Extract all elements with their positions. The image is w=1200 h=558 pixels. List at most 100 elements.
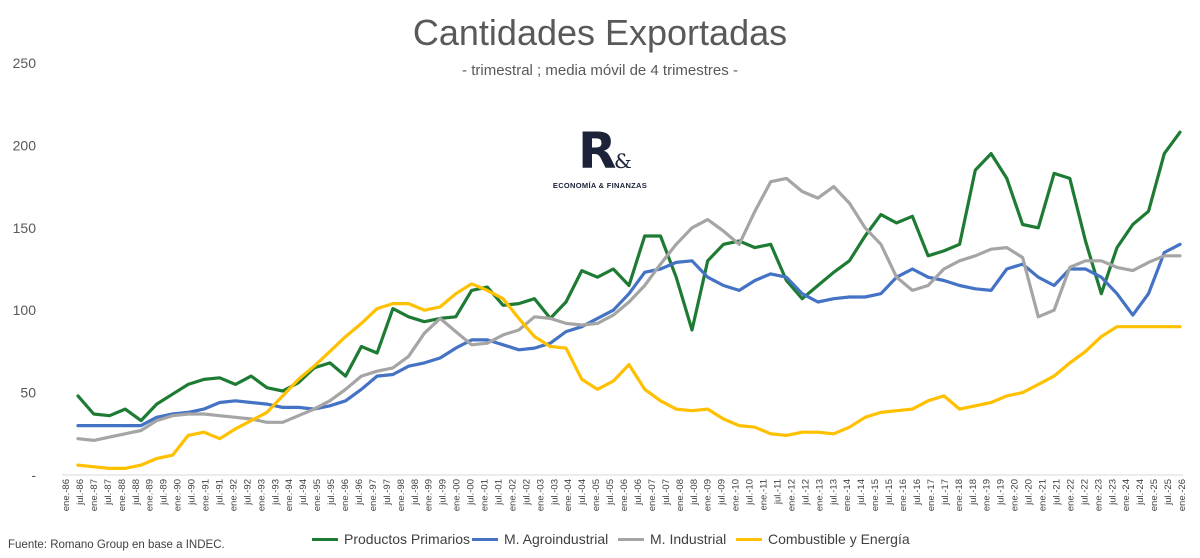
x-tick-label: jul.-03 [549,479,560,506]
x-tick-label: jul.-16 [912,479,923,506]
legend-label: M. Agroindustrial [504,531,609,547]
x-tick-label: jul.-86 [75,479,86,506]
x-tick-label: ene.-23 [1093,479,1104,511]
x-tick-label: jul.-90 [187,479,198,506]
x-tick-label: ene.-11 [759,479,770,511]
x-tick-label: ene.-96 [340,479,351,511]
x-tick-label: ene.-25 [1149,479,1160,511]
x-tick-label: ene.-03 [535,479,546,511]
x-tick-label: ene.-94 [284,479,295,511]
x-tick-label: jul.-20 [1024,479,1035,506]
legend-swatch [312,537,338,541]
series-line-m-agroindustrial [76,242,1182,428]
logo-letter: R [578,122,617,180]
x-tick-label: jul.-08 [689,479,700,506]
legend-swatch [618,537,644,541]
x-tick-label: jul.-95 [326,479,337,506]
y-tick-label: 50 [20,385,36,401]
chart-subtitle: - trimestral ; media móvil de 4 trimestr… [462,62,738,79]
x-tick-label: jul.-88 [131,479,142,506]
x-tick-label: jul.-17 [940,479,951,506]
series-line-productos-primarios [76,130,1182,423]
x-tick-label: ene.-19 [982,479,993,511]
x-tick-label: jul.-15 [884,479,895,506]
logo-ampersand: & [614,149,632,173]
x-tick-label: ene.-91 [201,479,212,511]
source-note: Fuente: Romano Group en base a INDEC. [8,539,225,551]
series-line-combustible-y-energ-a [76,282,1182,470]
x-tick-label: ene.-87 [89,479,100,511]
x-tick-label: jul.-14 [856,479,867,506]
x-tick-label: jul.-21 [1051,479,1062,506]
logo-tagline: ECONOMÍA & FINANZAS [552,181,648,190]
x-tick-label: jul.-98 [410,479,421,506]
chart-legend: Productos Primarios M. Agroindustrial M. I… [0,529,1200,551]
x-tick-label: jul.-13 [828,479,839,506]
x-tick-label: jul.-11 [772,479,783,505]
x-tick-label: ene.-13 [814,479,825,511]
legend-label: Productos Primarios [344,531,471,547]
x-tick-label: jul.-06 [633,479,644,506]
x-tick-label: ene.-17 [926,479,937,511]
x-tick-label: ene.-12 [786,479,797,511]
x-tick-label: ene.-14 [842,479,853,511]
legend-swatch [736,537,762,541]
x-tick-label: jul.-22 [1079,479,1090,506]
legend-label: M. Industrial [650,531,727,547]
y-tick-label: 200 [13,137,37,153]
series-line-m-industrial [76,176,1182,442]
x-tick-label: ene.-18 [954,479,965,511]
x-tick-label: ene.-06 [619,479,630,511]
legend-swatch [472,537,498,541]
x-tick-label: ene.-89 [145,479,156,511]
x-tick-label: jul.-24 [1135,479,1146,506]
x-tick-label: ene.-21 [1038,479,1049,511]
legend-item: Combustible y Energía [736,529,910,549]
x-tick-label: ene.-20 [1010,479,1021,511]
x-tick-label: jul.-87 [103,479,114,506]
x-tick-label: jul.-97 [382,479,393,506]
x-tick-label: jul.-25 [1163,479,1174,506]
legend-item: M. Agroindustrial [472,529,608,549]
x-tick-label: ene.-01 [480,479,491,511]
x-tick-label: ene.-24 [1121,479,1132,511]
y-tick-label: 100 [13,302,37,318]
x-tick-label: jul.-19 [996,479,1007,506]
x-tick-label: jul.-02 [521,479,532,506]
x-tick-label: ene.-09 [703,479,714,511]
x-tick-label: ene.-86 [61,479,72,511]
x-tick-label: jul.-07 [661,479,672,506]
legend-label: Combustible y Energía [768,531,910,547]
x-tick-label: ene.-15 [870,479,881,511]
x-tick-label: jul.-99 [438,479,449,506]
x-tick-label: ene.-92 [228,479,239,511]
x-tick-label: ene.-26 [1177,479,1188,511]
x-tick-label: ene.-16 [898,479,909,511]
x-tick-label: jul.-94 [298,479,309,506]
x-tick-label: jul.-00 [466,479,477,506]
y-tick-label: 150 [13,220,37,236]
x-tick-label: ene.-05 [591,479,602,511]
y-tick-label: 250 [13,55,37,71]
x-tick-label: ene.-00 [452,479,463,511]
x-tick-label: jul.-18 [968,479,979,506]
x-tick-label: jul.-89 [159,479,170,506]
x-tick-label: ene.-08 [675,479,686,511]
x-tick-label: jul.-05 [605,479,616,506]
x-tick-label: jul.-10 [745,479,756,506]
chart-title: Cantidades Exportadas [412,12,788,53]
x-tick-label: jul.-91 [214,479,225,506]
x-tick-label: jul.-23 [1107,479,1118,506]
x-tick-label: ene.-88 [117,479,128,511]
x-tick-label: ene.-90 [173,479,184,511]
x-tick-label: ene.-97 [368,479,379,511]
x-tick-label: ene.-98 [396,479,407,511]
x-tick-label: ene.-04 [563,479,574,511]
romano-logo: R & ECONOMÍA & FINANZAS [550,125,650,195]
legend-item: M. Industrial [618,529,726,549]
y-tick-label: - [31,467,36,483]
x-tick-label: ene.-02 [507,479,518,511]
x-tick-label: ene.-99 [424,479,435,511]
x-tick-label: jul.-01 [493,479,504,506]
